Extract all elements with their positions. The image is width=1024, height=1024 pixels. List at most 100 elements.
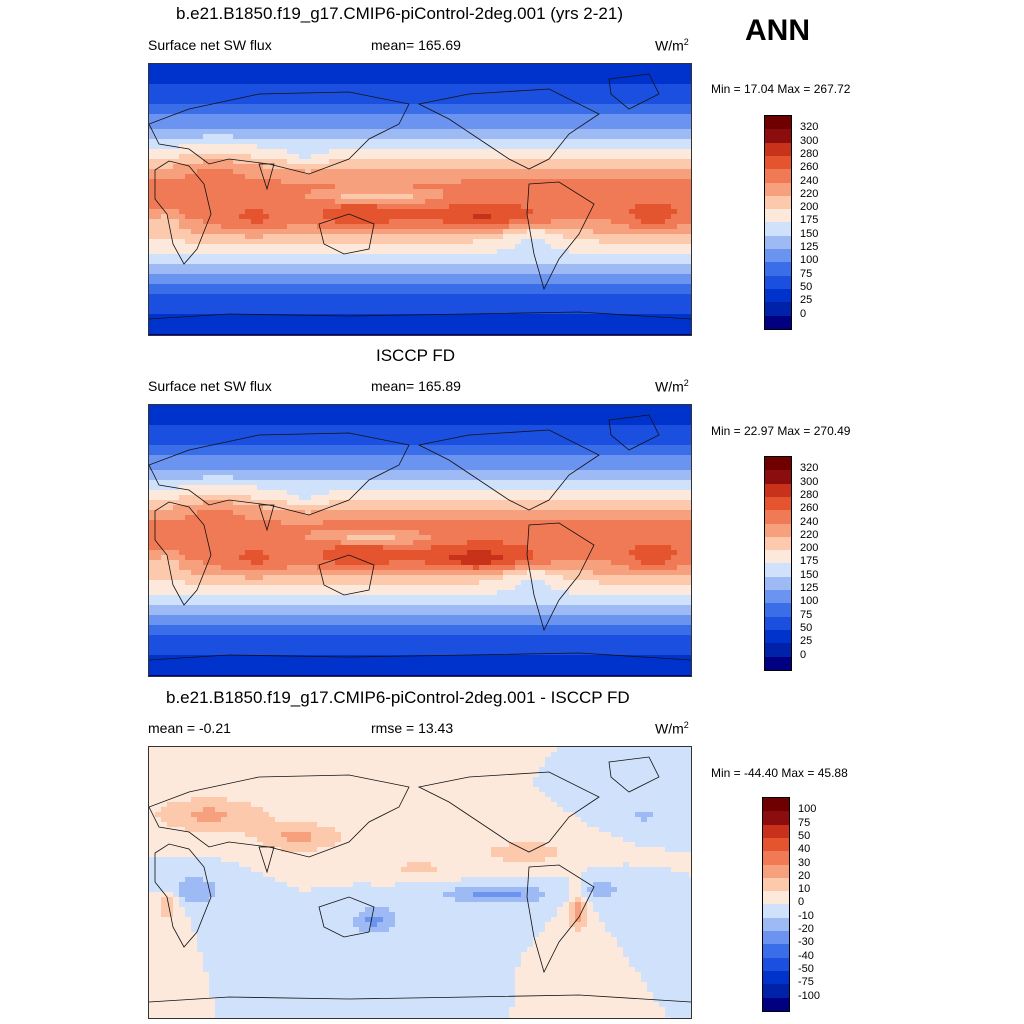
map-cell xyxy=(545,159,552,165)
map-cell xyxy=(485,319,492,325)
map-cell xyxy=(155,219,162,225)
map-cell xyxy=(149,299,156,305)
map-cell xyxy=(467,99,474,105)
map-cell xyxy=(245,264,252,270)
map-cell xyxy=(491,214,498,220)
map-cell xyxy=(425,319,432,325)
map-cell xyxy=(509,159,516,165)
map-cell xyxy=(617,314,624,320)
map-cell xyxy=(653,309,660,315)
map-cell xyxy=(425,74,432,80)
map-cell xyxy=(539,119,546,125)
map-cell xyxy=(299,184,306,190)
map-cell xyxy=(665,239,672,245)
map-cell xyxy=(293,324,300,330)
map-cell xyxy=(551,169,558,175)
map-cell xyxy=(167,119,174,125)
map-cell xyxy=(353,139,360,145)
map-cell xyxy=(383,304,390,310)
map-cell xyxy=(521,84,528,90)
map-cell xyxy=(455,219,462,225)
map-cell xyxy=(629,184,636,190)
map-cell xyxy=(191,189,198,195)
map-cell xyxy=(221,149,228,155)
map-cell xyxy=(335,169,342,175)
map-cell xyxy=(233,294,240,300)
map-cell xyxy=(371,159,378,165)
map-cell xyxy=(431,289,438,295)
map-cell xyxy=(239,249,246,255)
map-cell xyxy=(659,329,666,335)
map-cell xyxy=(263,164,270,170)
map-cell xyxy=(293,169,300,175)
map-cell xyxy=(491,139,498,145)
map-cell xyxy=(611,214,618,220)
map-cell xyxy=(191,134,198,140)
map-cell xyxy=(539,184,546,190)
map-cell xyxy=(329,254,336,260)
map-cell xyxy=(341,314,348,320)
map-cell xyxy=(263,284,270,290)
map-cell xyxy=(431,284,438,290)
map-cell xyxy=(245,304,252,310)
map-cell xyxy=(173,89,180,95)
map-cell xyxy=(437,304,444,310)
map-cell xyxy=(389,194,396,200)
map-cell xyxy=(653,79,660,85)
map-cell xyxy=(215,289,222,295)
map-cell xyxy=(335,119,342,125)
map-cell xyxy=(305,279,312,285)
map-cell xyxy=(227,194,234,200)
map-cell xyxy=(233,129,240,135)
map-cell xyxy=(683,109,690,115)
map-cell xyxy=(239,309,246,315)
map-cell xyxy=(365,64,372,70)
map-cell xyxy=(527,179,534,185)
map-cell xyxy=(257,74,264,80)
map-cell xyxy=(497,174,504,180)
map-cell xyxy=(371,294,378,300)
map-cell xyxy=(401,94,408,100)
map-cell xyxy=(251,154,258,160)
map-cell xyxy=(449,299,456,305)
map-cell xyxy=(443,104,450,110)
map-cell xyxy=(599,104,606,110)
map-cell xyxy=(689,139,691,145)
map-cell xyxy=(659,304,666,310)
map-cell xyxy=(281,259,288,265)
map-cell xyxy=(239,64,246,70)
map-cell xyxy=(521,159,528,165)
map-cell xyxy=(191,209,198,215)
map-cell xyxy=(431,264,438,270)
map-cell xyxy=(485,279,492,285)
map-cell xyxy=(569,304,576,310)
map-cell xyxy=(389,274,396,280)
map-cell xyxy=(551,129,558,135)
map-cell xyxy=(491,204,498,210)
map-cell xyxy=(167,129,174,135)
map-cell xyxy=(377,159,384,165)
map-cell xyxy=(677,274,684,280)
map-cell xyxy=(557,99,564,105)
map-cell xyxy=(311,329,318,335)
map-cell xyxy=(173,219,180,225)
map-cell xyxy=(689,114,691,120)
map-cell xyxy=(479,139,486,145)
map-cell xyxy=(383,89,390,95)
map-cell xyxy=(599,229,606,235)
map-cell xyxy=(299,134,306,140)
map-cell xyxy=(533,94,540,100)
map-cell xyxy=(395,79,402,85)
map-cell xyxy=(641,129,648,135)
map-cell xyxy=(449,139,456,145)
map-cell xyxy=(377,174,384,180)
map-cell xyxy=(431,164,438,170)
map-cell xyxy=(245,294,252,300)
map-cell xyxy=(293,334,300,335)
map-cell xyxy=(305,139,312,145)
map-cell xyxy=(203,334,210,335)
map-cell xyxy=(449,244,456,250)
map-cell xyxy=(359,249,366,255)
map-cell xyxy=(233,179,240,185)
map-cell xyxy=(407,174,414,180)
